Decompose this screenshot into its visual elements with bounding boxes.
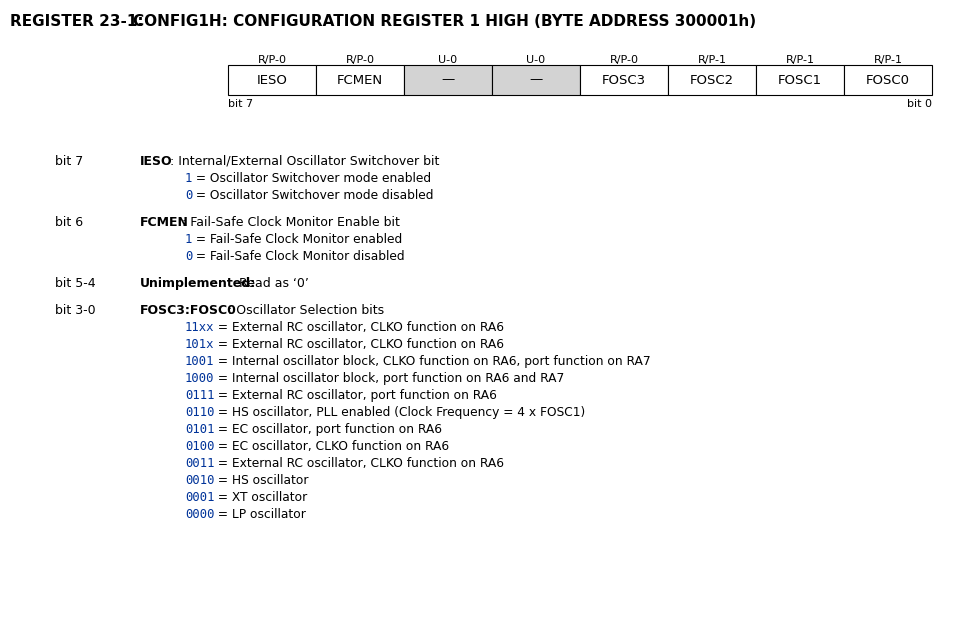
Text: bit 7: bit 7	[55, 155, 83, 168]
Text: = HS oscillator: = HS oscillator	[214, 474, 309, 487]
Text: 1: 1	[185, 172, 193, 185]
Text: = External RC oscillator, port function on RA6: = External RC oscillator, port function …	[214, 389, 497, 402]
Text: = HS oscillator, PLL enabled (Clock Frequency = 4 x FOSC1): = HS oscillator, PLL enabled (Clock Freq…	[214, 406, 585, 419]
Bar	[580, 65, 668, 95]
Text: 0111: 0111	[185, 389, 214, 402]
Text: = External RC oscillator, CLKO function on RA6: = External RC oscillator, CLKO function …	[214, 338, 504, 351]
Bar	[844, 65, 932, 95]
Text: REGISTER 23-1:: REGISTER 23-1:	[10, 14, 143, 29]
Text: R/P-0: R/P-0	[257, 55, 286, 65]
Text: = External RC oscillator, CLKO function on RA6: = External RC oscillator, CLKO function …	[214, 457, 504, 470]
Text: 11xx: 11xx	[185, 321, 214, 334]
Text: = Internal oscillator block, port function on RA6 and RA7: = Internal oscillator block, port functi…	[214, 372, 564, 385]
Text: 0: 0	[185, 189, 193, 202]
Text: FCMEN: FCMEN	[140, 216, 189, 229]
Text: R/P-1: R/P-1	[874, 55, 903, 65]
Text: = LP oscillator: = LP oscillator	[214, 508, 306, 521]
Text: = XT oscillator: = XT oscillator	[214, 491, 307, 504]
Bar	[316, 65, 404, 95]
Text: bit 7: bit 7	[228, 99, 253, 109]
Text: R/P-0: R/P-0	[346, 55, 374, 65]
Text: = EC oscillator, CLKO function on RA6: = EC oscillator, CLKO function on RA6	[214, 440, 449, 453]
Text: FOSC2: FOSC2	[690, 74, 734, 87]
Text: R/P-1: R/P-1	[697, 55, 727, 65]
Text: : Oscillator Selection bits: : Oscillator Selection bits	[228, 304, 384, 317]
Text: 1001: 1001	[185, 355, 214, 368]
Text: 0001: 0001	[185, 491, 214, 504]
Text: 1: 1	[185, 233, 193, 246]
Text: bit 5-4: bit 5-4	[55, 277, 95, 290]
Text: : Fail-Safe Clock Monitor Enable bit: : Fail-Safe Clock Monitor Enable bit	[182, 216, 400, 229]
Text: CONFIG1H: CONFIGURATION REGISTER 1 HIGH (BYTE ADDRESS 300001h): CONFIG1H: CONFIGURATION REGISTER 1 HIGH …	[133, 14, 756, 29]
Text: U-0: U-0	[438, 55, 458, 65]
Text: R/P-1: R/P-1	[785, 55, 814, 65]
Text: 0100: 0100	[185, 440, 214, 453]
Text: 101x: 101x	[185, 338, 214, 351]
Text: bit 0: bit 0	[907, 99, 932, 109]
Text: 0110: 0110	[185, 406, 214, 419]
Text: IESO: IESO	[140, 155, 172, 168]
Text: FOSC3:FOSC0: FOSC3:FOSC0	[140, 304, 237, 317]
Text: 0101: 0101	[185, 423, 214, 436]
Text: bit 6: bit 6	[55, 216, 83, 229]
Text: FOSC0: FOSC0	[866, 74, 910, 87]
Text: FOSC3: FOSC3	[602, 74, 646, 87]
Text: Unimplemented:: Unimplemented:	[140, 277, 256, 290]
Text: : Internal/External Oscillator Switchover bit: : Internal/External Oscillator Switchove…	[170, 155, 439, 168]
Text: = Oscillator Switchover mode enabled: = Oscillator Switchover mode enabled	[192, 172, 431, 185]
Text: = Internal oscillator block, CLKO function on RA6, port function on RA7: = Internal oscillator block, CLKO functi…	[214, 355, 651, 368]
Bar	[404, 65, 492, 95]
Text: IESO: IESO	[256, 74, 287, 87]
Text: Read as ‘0’: Read as ‘0’	[235, 277, 309, 290]
Bar	[228, 65, 316, 95]
Bar	[492, 65, 580, 95]
Bar	[668, 65, 756, 95]
Text: —: —	[441, 74, 455, 87]
Text: 0000: 0000	[185, 508, 214, 521]
Text: R/P-0: R/P-0	[610, 55, 639, 65]
Text: = Fail-Safe Clock Monitor disabled: = Fail-Safe Clock Monitor disabled	[192, 250, 405, 263]
Text: = Fail-Safe Clock Monitor enabled: = Fail-Safe Clock Monitor enabled	[192, 233, 402, 246]
Text: U-0: U-0	[526, 55, 545, 65]
Text: bit 3-0: bit 3-0	[55, 304, 95, 317]
Text: —: —	[530, 74, 543, 87]
Text: = Oscillator Switchover mode disabled: = Oscillator Switchover mode disabled	[192, 189, 433, 202]
Text: 1000: 1000	[185, 372, 214, 385]
Text: 0010: 0010	[185, 474, 214, 487]
Text: 0: 0	[185, 250, 193, 263]
Text: = EC oscillator, port function on RA6: = EC oscillator, port function on RA6	[214, 423, 442, 436]
Text: 0011: 0011	[185, 457, 214, 470]
Text: = External RC oscillator, CLKO function on RA6: = External RC oscillator, CLKO function …	[214, 321, 504, 334]
Bar	[756, 65, 844, 95]
Text: FOSC1: FOSC1	[778, 74, 822, 87]
Text: FCMEN: FCMEN	[337, 74, 383, 87]
